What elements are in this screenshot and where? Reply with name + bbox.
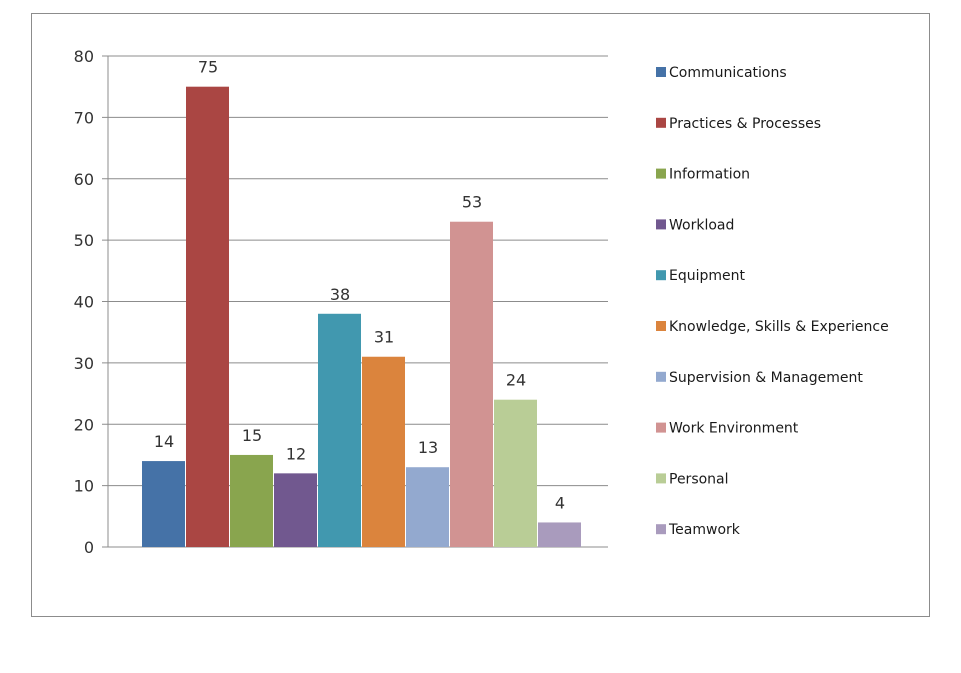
y-tick-label: 0 [84, 538, 94, 557]
bar-1 [142, 461, 185, 547]
y-tick-label: 20 [74, 415, 94, 434]
bar-10 [538, 522, 581, 547]
bar-4 [274, 473, 317, 547]
legend-swatch [656, 321, 666, 331]
legend: Communications Practices & Processes Infor… [656, 65, 889, 538]
legend-entry: Supervision & Management [669, 370, 863, 386]
legend-entry: Information [669, 167, 750, 183]
y-tick-label: 70 [74, 108, 94, 127]
bar-6 [362, 356, 405, 547]
legend-swatch [656, 422, 666, 433]
legend-swatch [656, 117, 666, 128]
legend-entry: Personal [669, 471, 729, 487]
legend-entry: Workload [669, 217, 734, 233]
legend-entry: Knowledge, Skills & Experience [669, 319, 889, 335]
bar-2 [186, 86, 229, 547]
legend-swatch [656, 168, 666, 179]
bar-3 [230, 454, 273, 547]
data-label: 24 [506, 371, 526, 390]
data-label: 75 [198, 58, 218, 77]
data-label: 14 [154, 432, 174, 451]
data-label: 12 [286, 444, 306, 463]
data-label: 31 [374, 328, 394, 347]
y-tick-label: 40 [74, 293, 94, 312]
legend-swatch [656, 371, 666, 382]
y-tick-label: 50 [74, 231, 94, 250]
legend-entry: Communications [669, 65, 787, 81]
y-tick-label: 10 [74, 477, 94, 496]
legend-swatch [656, 524, 666, 535]
legend-entry: Practices & Processes [669, 116, 821, 132]
y-tick-label: 30 [74, 354, 94, 373]
data-label: 53 [462, 193, 482, 212]
legend-swatch [656, 219, 666, 230]
data-label: 38 [330, 285, 350, 304]
legend-swatch [656, 270, 666, 281]
legend-entry: Work Environment [669, 421, 799, 437]
legend-swatch [656, 67, 666, 77]
y-tick-label: 80 [74, 47, 94, 66]
data-labels: 14 75 15 12 38 31 13 53 24 4 [154, 58, 565, 513]
y-tick-label: 60 [74, 170, 94, 189]
bar-8 [450, 221, 493, 547]
bar-9 [494, 399, 537, 547]
data-label: 4 [555, 493, 565, 512]
bars [142, 86, 581, 547]
bar-7 [406, 467, 449, 547]
data-label: 15 [242, 426, 262, 445]
bar-5 [318, 313, 361, 547]
legend-swatch [656, 473, 666, 484]
data-label: 13 [418, 438, 438, 457]
legend-entry: Equipment [669, 268, 746, 284]
legend-entry: Teamwork [668, 522, 741, 538]
